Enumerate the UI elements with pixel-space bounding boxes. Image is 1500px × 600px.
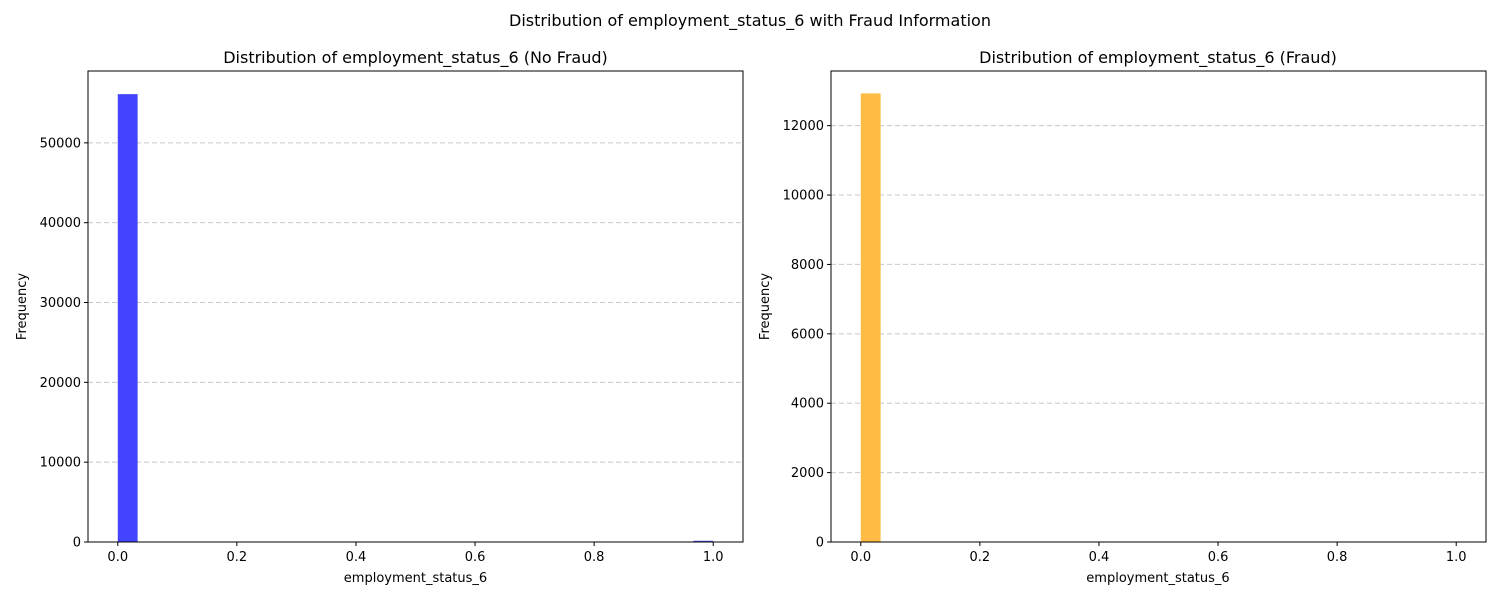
y-tick-label-fraud-3: 6000 (791, 327, 824, 342)
y-tick-label-fraud-1: 2000 (791, 466, 824, 481)
y-tick-label-no-fraud-3: 30000 (40, 296, 81, 311)
x-tick-label-fraud-0: 0.0 (850, 550, 871, 565)
x-axis-label-no-fraud: employment_status_6 (344, 571, 487, 586)
bar-no-fraud-bin-29 (693, 540, 714, 542)
x-tick-label-fraud-2: 0.4 (1089, 550, 1110, 565)
ticks-no-fraud: 0.0 0.2 0.4 0.6 0.8 1.0 0 10000 20000 30000 40000 5… (40, 136, 724, 565)
y-tick-label-fraud-2: 4000 (791, 397, 824, 412)
y-tick-label-fraud-6: 12000 (783, 119, 824, 134)
subplot-title-no-fraud: Distribution of employment_status_6 (No … (223, 48, 608, 68)
y-tick-label-no-fraud-4: 40000 (40, 216, 81, 231)
bars-fraud (860, 93, 881, 543)
y-tick-label-no-fraud-5: 50000 (40, 136, 81, 151)
bars-no-fraud (117, 94, 714, 542)
x-tick-label-no-fraud-2: 0.4 (346, 550, 367, 565)
plot-frame-fraud (830, 70, 1487, 543)
y-tick-label-no-fraud-2: 20000 (40, 376, 81, 391)
subplot-fraud: Distribution of employment_status_6 (Fra… (758, 48, 1487, 586)
bar-fraud-bin-0 (860, 93, 881, 543)
x-tick-label-no-fraud-3: 0.6 (465, 550, 486, 565)
figure-suptitle: Distribution of employment_status_6 with… (509, 11, 991, 31)
x-tick-label-no-fraud-1: 0.2 (227, 550, 248, 565)
y-axis-label-no-fraud: Frequency (15, 273, 30, 340)
x-axis-label-fraud: employment_status_6 (1086, 571, 1229, 586)
y-tick-label-fraud-5: 10000 (783, 189, 824, 204)
subplot-title-fraud: Distribution of employment_status_6 (Fra… (979, 48, 1337, 68)
y-tick-label-no-fraud-1: 10000 (40, 456, 81, 471)
subplot-no-fraud: Distribution of employment_status_6 (No … (15, 48, 744, 586)
grid-fraud (831, 125, 1486, 474)
x-tick-label-no-fraud-5: 1.0 (703, 550, 724, 565)
y-tick-label-no-fraud-0: 0 (73, 536, 81, 551)
x-tick-label-no-fraud-4: 0.8 (584, 550, 605, 565)
y-tick-label-fraud-4: 8000 (791, 258, 824, 273)
x-tick-label-fraud-4: 0.8 (1327, 550, 1348, 565)
x-tick-label-fraud-5: 1.0 (1446, 550, 1467, 565)
y-axis-label-fraud: Frequency (758, 273, 773, 340)
bar-no-fraud-bin-0 (117, 94, 138, 542)
x-tick-label-no-fraud-0: 0.0 (107, 550, 128, 565)
x-tick-label-fraud-3: 0.6 (1208, 550, 1229, 565)
x-tick-label-fraud-1: 0.2 (970, 550, 991, 565)
plot-frame-no-fraud (87, 70, 744, 543)
y-tick-label-fraud-0: 0 (816, 536, 824, 551)
grid-no-fraud (88, 142, 743, 463)
ticks-fraud: 0.0 0.2 0.4 0.6 0.8 1.0 0 2000 4000 6000 8000 10000… (783, 119, 1467, 565)
